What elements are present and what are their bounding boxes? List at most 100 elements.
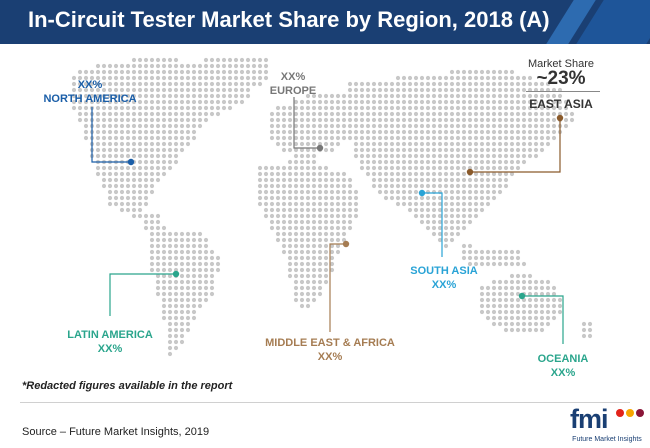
map-dot [341, 99, 347, 105]
footer-divider [20, 402, 630, 403]
map-dot [161, 147, 167, 153]
map-dot [155, 243, 161, 249]
map-dot [413, 189, 419, 195]
map-dot [443, 81, 449, 87]
map-dot [119, 129, 125, 135]
map-dot [155, 267, 161, 273]
map-dot [191, 309, 197, 315]
map-dot [215, 267, 221, 273]
map-dot [425, 207, 431, 213]
map-dot [269, 201, 275, 207]
map-dot [377, 189, 383, 195]
map-dot [437, 207, 443, 213]
map-dot [167, 243, 173, 249]
map-dot [149, 111, 155, 117]
map-dot [131, 135, 137, 141]
map-dot [413, 81, 419, 87]
map-dot [149, 117, 155, 123]
map-dot [215, 63, 221, 69]
map-dot [539, 105, 545, 111]
map-dot [551, 135, 557, 141]
map-dot [77, 99, 83, 105]
map-dot [305, 267, 311, 273]
map-dot [359, 147, 365, 153]
map-dot [137, 135, 143, 141]
map-dot [521, 105, 527, 111]
map-dot [419, 171, 425, 177]
map-dot [287, 237, 293, 243]
map-dot [443, 189, 449, 195]
map-dot [287, 261, 293, 267]
map-dot [107, 147, 113, 153]
map-dot [425, 87, 431, 93]
map-dot [503, 69, 509, 75]
map-dot [173, 333, 179, 339]
map-dot [413, 141, 419, 147]
map-dot [335, 135, 341, 141]
map-dot [371, 105, 377, 111]
map-dot [479, 99, 485, 105]
map-dot [509, 105, 515, 111]
map-dot [119, 75, 125, 81]
map-dot [257, 183, 263, 189]
map-dot [491, 315, 497, 321]
map-dot [425, 201, 431, 207]
map-dot [299, 123, 305, 129]
map-dot [347, 81, 353, 87]
europe-name: EUROPE [269, 85, 317, 97]
map-dot [161, 291, 167, 297]
map-dot [101, 177, 107, 183]
map-dot [437, 171, 443, 177]
map-dot [335, 243, 341, 249]
map-dot [389, 81, 395, 87]
map-dot [401, 135, 407, 141]
map-dot [215, 105, 221, 111]
map-dot [371, 183, 377, 189]
map-dot [203, 237, 209, 243]
map-dot [509, 93, 515, 99]
map-dot [311, 111, 317, 117]
map-dot [335, 201, 341, 207]
map-dot [383, 135, 389, 141]
map-dot [113, 63, 119, 69]
map-dot [311, 231, 317, 237]
map-dot [551, 129, 557, 135]
map-dot [503, 291, 509, 297]
map-dot [491, 135, 497, 141]
map-dot [509, 165, 515, 171]
map-dot [167, 303, 173, 309]
map-dot [347, 189, 353, 195]
map-dot [293, 213, 299, 219]
map-dot [281, 171, 287, 177]
map-dot [287, 135, 293, 141]
logo-mark: fmi [570, 404, 608, 434]
map-dot [203, 249, 209, 255]
map-dot [119, 165, 125, 171]
map-dot [497, 303, 503, 309]
map-dot [245, 81, 251, 87]
map-dot [563, 105, 569, 111]
map-dot [515, 279, 521, 285]
map-dot [299, 129, 305, 135]
map-dot [269, 135, 275, 141]
map-dot [329, 195, 335, 201]
map-dot [371, 159, 377, 165]
map-dot [299, 159, 305, 165]
map-dot [485, 123, 491, 129]
map-dot [359, 135, 365, 141]
map-dot [413, 105, 419, 111]
map-dot [77, 117, 83, 123]
map-dot [155, 171, 161, 177]
map-dot [425, 135, 431, 141]
map-dot [539, 111, 545, 117]
map-dot [185, 285, 191, 291]
map-dot [437, 141, 443, 147]
map-dot [365, 81, 371, 87]
map-dot [203, 69, 209, 75]
map-dot [119, 123, 125, 129]
map-dot [485, 111, 491, 117]
map-dot [455, 111, 461, 117]
map-dot [197, 63, 203, 69]
map-dot [275, 135, 281, 141]
map-dot [83, 81, 89, 87]
